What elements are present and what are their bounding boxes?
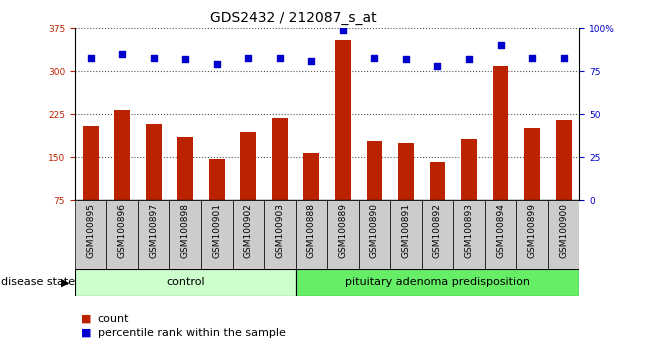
Bar [548,200,579,269]
Bar [485,200,516,269]
Text: GSM100898: GSM100898 [181,204,189,258]
Bar [493,65,508,200]
Bar [138,200,169,269]
Text: GSM100891: GSM100891 [402,204,411,258]
Text: pituitary adenoma predisposition: pituitary adenoma predisposition [345,277,530,287]
Text: percentile rank within the sample: percentile rank within the sample [98,328,286,338]
Bar [75,200,106,269]
Text: GSM100890: GSM100890 [370,204,379,258]
Text: ▶: ▶ [61,277,70,287]
Text: GSM100900: GSM100900 [559,204,568,258]
Text: GSM100899: GSM100899 [527,204,536,258]
Bar [209,159,225,200]
Text: GSM100903: GSM100903 [275,204,284,258]
Point [527,55,537,60]
Bar [106,200,138,269]
Text: GSM100894: GSM100894 [496,204,505,258]
Point [148,55,159,60]
Point [243,55,253,60]
Bar [335,40,351,200]
Text: ■: ■ [81,314,96,324]
Point [464,56,474,62]
Point [180,56,191,62]
Text: disease state: disease state [1,277,76,287]
Text: GSM100893: GSM100893 [465,204,473,258]
Bar [264,200,296,269]
Text: ■: ■ [81,328,96,338]
Bar [556,120,572,200]
Point [275,55,285,60]
Bar [240,132,256,200]
Bar [146,125,161,200]
Text: GDS2432 / 212087_s_at: GDS2432 / 212087_s_at [210,11,376,25]
Point [117,51,128,57]
Text: GSM100889: GSM100889 [339,204,348,258]
Bar [327,200,359,269]
Bar [461,139,477,200]
Point [369,55,380,60]
Point [306,58,316,64]
Bar [296,200,327,269]
Point [495,43,506,48]
Bar [430,162,445,200]
Text: GSM100897: GSM100897 [149,204,158,258]
Bar [296,269,579,296]
Bar [177,137,193,200]
Point [85,55,96,60]
Bar [303,153,319,200]
Bar [516,200,548,269]
Point [559,55,569,60]
Bar [115,110,130,200]
Bar [359,200,390,269]
Text: GSM100888: GSM100888 [307,204,316,258]
Text: GSM100902: GSM100902 [243,204,253,258]
Point [338,27,348,33]
Bar [398,143,414,200]
Bar [453,200,485,269]
Text: GSM100892: GSM100892 [433,204,442,258]
Text: count: count [98,314,129,324]
Bar [367,141,382,200]
Text: GSM100895: GSM100895 [86,204,95,258]
Bar [83,126,98,200]
Bar [272,118,288,200]
Text: control: control [166,277,204,287]
Point [432,63,443,69]
Bar [422,200,453,269]
Bar [390,200,422,269]
Bar [201,200,232,269]
Bar [524,129,540,200]
Text: GSM100901: GSM100901 [212,204,221,258]
Bar [75,269,296,296]
Bar [169,200,201,269]
Point [401,56,411,62]
Point [212,62,222,67]
Bar [232,200,264,269]
Text: GSM100896: GSM100896 [118,204,127,258]
